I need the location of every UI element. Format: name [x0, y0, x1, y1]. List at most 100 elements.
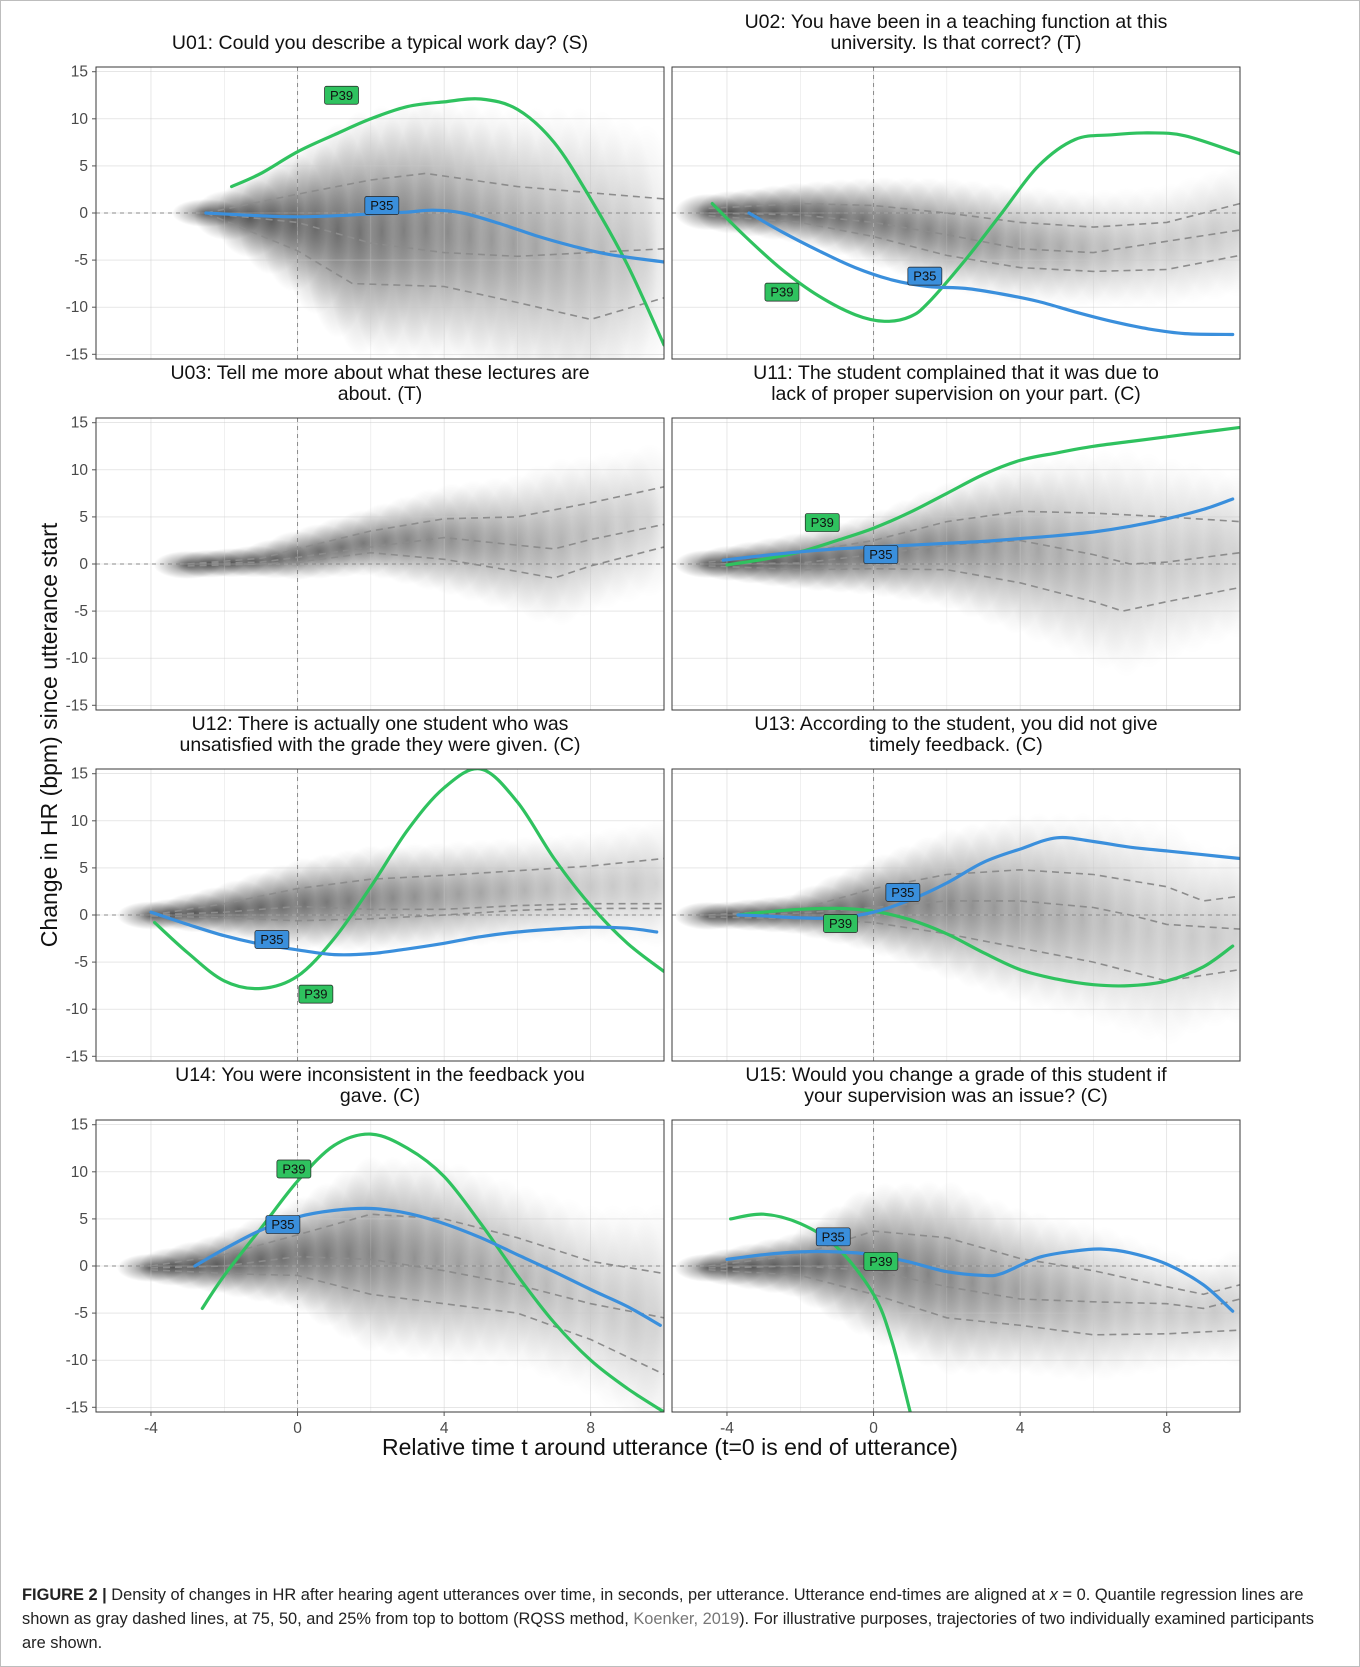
series-label-p39: P39	[811, 515, 834, 530]
y-tick-label: -15	[66, 1399, 88, 1416]
series-line-p39	[153, 769, 664, 991]
series-label-p35: P35	[913, 269, 936, 284]
grid-lines	[96, 418, 664, 710]
faceted-line-chart: U01: Could you describe a typical work d…	[36, 11, 1241, 1460]
y-tick-label: 10	[71, 111, 89, 128]
series-line-p35	[721, 497, 1235, 562]
quantile-line-75	[708, 1230, 1240, 1296]
x-tick-label: -4	[720, 1420, 734, 1437]
quantile-line-50	[708, 900, 1240, 930]
caption-text-3: ). For illustrative purposes, trajectori…	[22, 1610, 1314, 1652]
series-line-p35	[149, 910, 659, 957]
quantile-line-75	[205, 172, 664, 214]
series-label-box-p35	[265, 1215, 301, 1234]
y-tick-label: 10	[71, 813, 89, 830]
density-blob	[622, 819, 664, 948]
y-tick-label: 0	[79, 1258, 88, 1275]
quantile-line-50	[187, 523, 664, 565]
grid-lines	[96, 67, 664, 359]
y-tick-label: -5	[74, 954, 88, 971]
quantile-line-25	[708, 916, 1240, 982]
y-tick-label: -5	[74, 603, 88, 620]
y-tick-label: -15	[66, 346, 88, 363]
series-line-p35	[193, 1206, 662, 1327]
x-tick-label: 4	[1016, 1420, 1025, 1437]
quantile-line-25	[150, 907, 664, 922]
series-label-p35: P35	[869, 547, 892, 562]
panel-title: U02: You have been in a teaching functio…	[745, 11, 1168, 33]
panel-1: U01: Could you describe a typical work d…	[66, 32, 665, 363]
series-line-p39	[729, 1212, 912, 1412]
x-tick-label: 0	[293, 1420, 302, 1437]
y-axis-title: Change in HR (bpm) since utterance start	[36, 522, 62, 947]
density-layer	[153, 443, 664, 627]
quantile-line-25	[205, 212, 664, 321]
series-label-p35: P35	[370, 198, 393, 213]
series-label-box-p35	[863, 545, 899, 564]
series-line-p35	[747, 211, 1235, 337]
series-label-box-p39	[863, 1251, 899, 1271]
y-tick-label: 5	[79, 509, 88, 526]
series-label-p39: P39	[869, 1254, 892, 1269]
panel-title: U12: There is actually one student who w…	[192, 713, 569, 735]
quantile-line-25	[150, 1269, 664, 1376]
density-blob	[615, 443, 664, 598]
series-label-box-p35	[364, 196, 400, 215]
y-tick-label: -10	[66, 1352, 89, 1369]
panel-title: your supervision was an issue? (C)	[804, 1085, 1107, 1107]
density-layer	[116, 1156, 664, 1412]
series-label-p35: P35	[271, 1217, 294, 1232]
y-tick-label: 15	[71, 64, 88, 81]
quantile-line-75	[150, 1213, 664, 1275]
quantile-line-50	[708, 212, 1240, 254]
density-blob	[1202, 1249, 1240, 1367]
panel-title: U14: You were inconsistent in the feedba…	[175, 1064, 585, 1086]
y-tick-label: 5	[79, 158, 88, 175]
density-layer	[674, 1180, 1240, 1383]
panel-title: gave. (C)	[340, 1085, 420, 1107]
y-tick-label: -10	[66, 299, 89, 316]
panel-title: U11: The student complained that it was …	[753, 362, 1159, 384]
quantile-line-75	[708, 202, 1240, 228]
caption-text-1: Density of changes in HR after hearing a…	[106, 1586, 1050, 1604]
quantile-line-75	[708, 510, 1240, 563]
y-tick-label: -15	[66, 697, 88, 714]
series-label-p39: P39	[282, 1161, 305, 1176]
y-tick-label: 0	[79, 907, 88, 924]
quantile-line-75	[150, 857, 664, 916]
series-label-p35: P35	[260, 932, 283, 947]
y-tick-label: 15	[71, 415, 88, 432]
y-tick-label: 10	[71, 1164, 89, 1181]
panel-title: U15: Would you change a grade of this st…	[745, 1064, 1167, 1086]
series-label-p39: P39	[829, 916, 852, 931]
series-label-box-p35	[815, 1227, 851, 1247]
series-label-box-p35	[254, 930, 290, 949]
quantile-line-75	[187, 486, 664, 565]
caption-reference-link[interactable]: Koenker, 2019	[633, 1610, 740, 1628]
y-tick-label: 15	[71, 766, 88, 783]
y-tick-label: -5	[74, 252, 88, 269]
x-tick-label: 8	[586, 1420, 595, 1437]
quantile-line-50	[150, 902, 664, 916]
y-tick-label: 15	[71, 1117, 88, 1134]
y-tick-label: 5	[79, 1211, 88, 1228]
panel-2: U02: You have been in a teaching functio…	[671, 11, 1241, 360]
y-tick-label: 5	[79, 860, 88, 877]
quantile-line-25	[708, 215, 1240, 273]
panel-5: U12: There is actually one student who w…	[66, 713, 665, 1065]
series-line-p39	[710, 131, 1240, 323]
y-tick-label: -15	[66, 1048, 88, 1065]
series-label-p35: P35	[891, 885, 914, 900]
quantile-line-75	[708, 868, 1240, 916]
panel-3: U03: Tell me more about what these lectu…	[66, 362, 665, 714]
series-line-p35	[736, 835, 1240, 920]
series-line-p35	[204, 208, 664, 264]
quantile-line-50	[205, 212, 664, 258]
x-tick-label: 8	[1162, 1420, 1171, 1437]
density-layer	[674, 447, 1240, 678]
caption-text-2: = 0. Quantile regression lines are shown…	[22, 1586, 1304, 1628]
series-label-box-p39	[324, 85, 359, 105]
panel-border	[671, 768, 1241, 1062]
x-axis-title: Relative time t around utterance (t=0 is…	[382, 1434, 958, 1460]
density-blob	[611, 123, 664, 359]
